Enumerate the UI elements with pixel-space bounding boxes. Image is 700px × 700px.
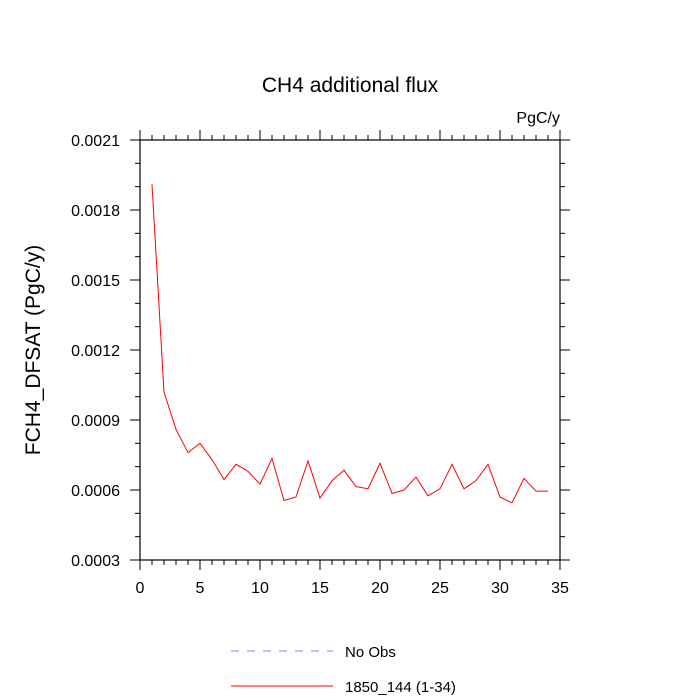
plot-area: 0 5 10 15 20 25 30 35 0.0003 0.0006 0.0009 0.0012 0.… (71, 130, 570, 597)
y-tick-label: 0.0015 (71, 273, 120, 290)
y-tick-label: 0.0003 (71, 553, 120, 570)
plot-frame (139, 139, 561, 561)
y-tick-label: 0.0009 (71, 413, 120, 430)
legend: No Obs 1850_144 (1-34) (231, 644, 456, 696)
chart-title: CH4 additional flux (262, 74, 439, 97)
units-label: PgC/y (516, 110, 560, 127)
x-tick-label: 30 (491, 580, 509, 597)
y-tick-label: 0.0012 (71, 343, 120, 360)
y-tick-label: 0.0021 (71, 133, 120, 150)
y-tick-label: 0.0018 (71, 203, 120, 220)
y-axis-label: FCH4_DFSAT (PgC/y) (22, 245, 45, 455)
x-tick-label: 20 (371, 580, 389, 597)
y-tick-label: 0.0006 (71, 483, 120, 500)
x-tick-label: 10 (251, 580, 269, 597)
x-tick-label: 0 (136, 580, 145, 597)
x-tick-label: 5 (196, 580, 205, 597)
series-line (151, 184, 548, 504)
legend-label: 1850_144 (1-34) (345, 679, 456, 696)
legend-label: No Obs (345, 644, 396, 661)
x-tick-label: 25 (431, 580, 449, 597)
x-tick-label: 35 (551, 580, 569, 597)
x-tick-label: 15 (311, 580, 329, 597)
